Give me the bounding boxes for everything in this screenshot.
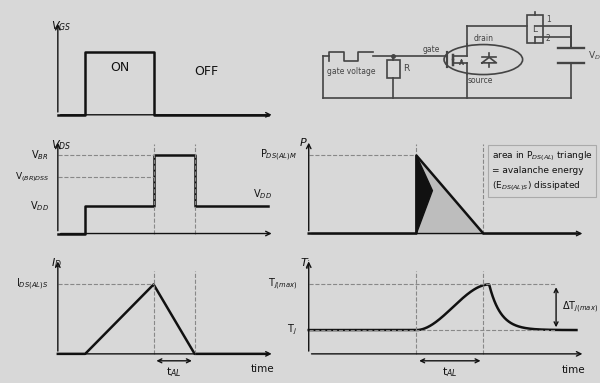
Text: T$_{j(max)}$: T$_{j(max)}$ [268,277,297,292]
Text: t$_{AL}$: t$_{AL}$ [166,365,182,378]
Text: source: source [468,76,493,85]
Text: gate: gate [422,45,440,54]
Text: V$_{DD}$: V$_{DD}$ [588,49,600,62]
Text: P$_{DS(AL)M}$: P$_{DS(AL)M}$ [260,148,297,163]
Text: OFF: OFF [194,65,218,79]
Text: T$_j$: T$_j$ [300,257,311,273]
Bar [386,60,400,79]
Text: I$_{DS(AL)S}$: I$_{DS(AL)S}$ [16,277,49,292]
Text: drain: drain [473,34,493,43]
Text: I$_{D}$: I$_{D}$ [51,257,62,270]
Text: 1: 1 [546,15,551,24]
Text: V$_{GS}$: V$_{GS}$ [51,19,71,33]
Text: V$_{DS}$: V$_{DS}$ [51,138,71,152]
Text: t$_{AL}$: t$_{AL}$ [442,365,458,378]
Text: T$_j$: T$_j$ [287,323,297,337]
Text: 2: 2 [546,34,551,43]
Text: V$_{(BR)DSS}$: V$_{(BR)DSS}$ [15,170,49,184]
Text: ΔT$_{j(max)}$: ΔT$_{j(max)}$ [562,300,598,315]
Polygon shape [416,155,484,234]
Text: time: time [251,364,274,374]
Text: V$_{BR}$: V$_{BR}$ [31,149,49,162]
Circle shape [444,44,523,75]
Text: area in P$_{DS(AL)}$ triangle
= avalanche energy
(E$_{DS(AL)S}$) dissipated: area in P$_{DS(AL)}$ triangle = avalanch… [492,149,593,193]
Text: R: R [403,64,410,74]
Polygon shape [416,155,433,234]
Text: gate voltage: gate voltage [326,67,375,76]
Text: P: P [300,138,307,148]
Bar [527,15,543,43]
Text: V$_{DD}$: V$_{DD}$ [30,199,49,213]
Text: V$_{DD}$: V$_{DD}$ [253,188,272,201]
Text: time: time [562,365,585,375]
Text: L: L [532,25,538,33]
Text: ON: ON [110,61,129,74]
